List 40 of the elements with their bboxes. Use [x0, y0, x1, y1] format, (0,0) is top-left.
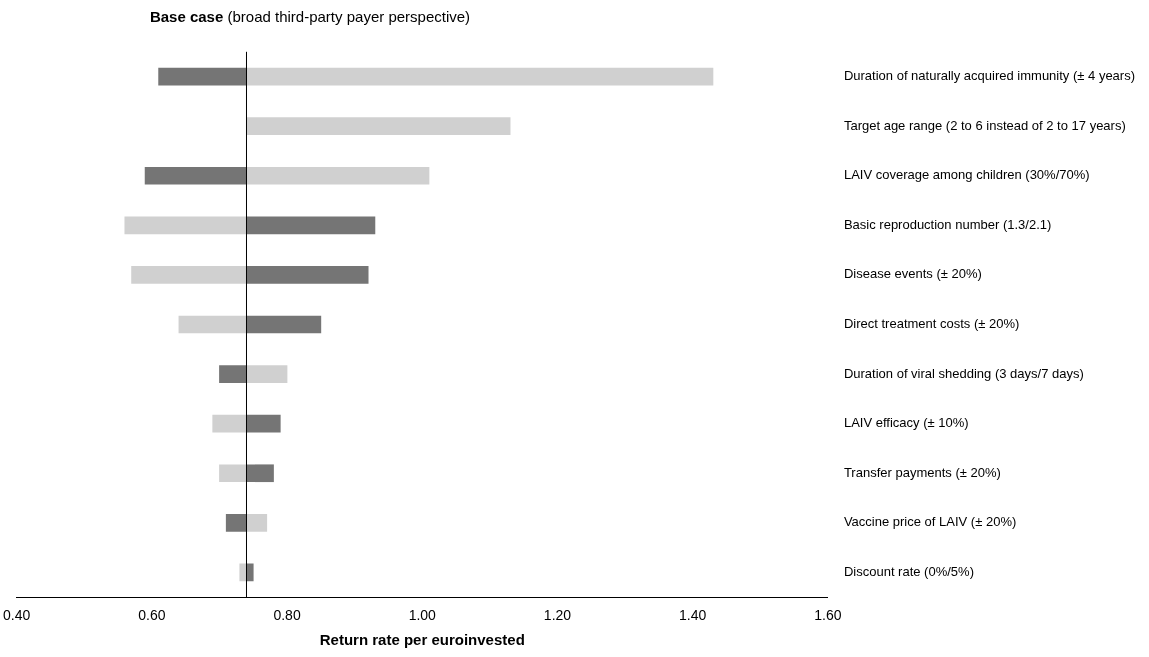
x-tick-label: 1.20	[543, 607, 572, 624]
chart-title: Base case	[149, 8, 224, 25]
bar	[246, 67, 714, 86]
bar	[246, 216, 376, 235]
bar	[212, 414, 247, 433]
y-tick-label: Direct treatment costs (± 20%)	[843, 316, 1020, 332]
x-tick-label: 1.40	[679, 607, 707, 624]
y-tick-label: Transfer payments (± 20%)	[843, 464, 1001, 480]
x-tick-label: 0.80	[273, 607, 301, 624]
bar	[178, 315, 247, 334]
y-tick-label: Target age range (2 to 6 instead of 2 to 17 years)	[843, 117, 1126, 133]
bar	[246, 414, 281, 433]
bar	[246, 464, 274, 483]
bar	[246, 514, 268, 532]
y-tick-label: Duration of viral shedding (3 days/7 days)	[843, 365, 1084, 381]
bar	[246, 266, 369, 284]
bar	[246, 365, 288, 383]
x-tick-label: 1.00	[408, 607, 437, 624]
bar	[124, 216, 247, 235]
bar	[219, 365, 247, 383]
chart-subtitle: (broad third-party payer perspective)	[227, 8, 471, 25]
x-tick-label: 0.40	[3, 607, 31, 624]
bar	[144, 166, 247, 185]
y-tick-label: Disease events (± 20%)	[843, 266, 982, 282]
x-axis-title: Return rate per euroinvested	[319, 631, 525, 649]
bar	[219, 464, 247, 483]
bar	[131, 266, 247, 284]
bar	[158, 67, 247, 86]
y-tick-label: Duration of naturally acquired immunity (± 4 years)	[843, 68, 1136, 84]
y-tick-label: LAIV coverage among children (30%/70%)	[843, 167, 1090, 183]
y-tick-label: Discount rate (0%/5%)	[843, 563, 974, 579]
x-tick-label: 0.60	[138, 607, 166, 624]
bar	[246, 117, 511, 135]
bar	[246, 166, 430, 185]
y-tick-label: Vaccine price of LAIV (± 20%)	[843, 514, 1017, 530]
x-tick-label: 1.60	[814, 607, 842, 624]
bar	[246, 315, 322, 334]
y-tick-label: Basic reproduction number (1.3/2.1)	[843, 216, 1052, 232]
bar	[225, 514, 247, 532]
y-tick-label: LAIV efficacy (± 10%)	[843, 415, 969, 431]
